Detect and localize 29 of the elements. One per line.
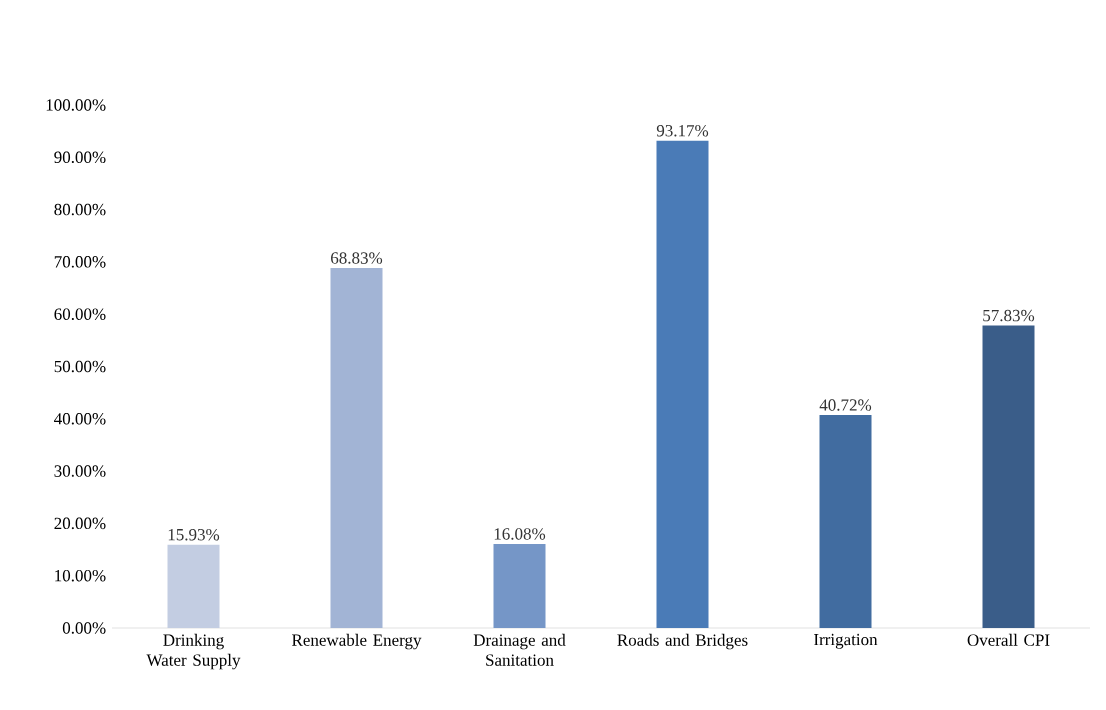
x-tick-label: Renewable Energy [292,633,422,650]
x-tick-label: Roads and Bridges [617,633,748,650]
y-tick-label: 40.00% [54,413,106,425]
bar [656,140,709,628]
x-tick-label: Drainage and Sanitation [473,633,566,666]
y-tick-label: 50.00% [54,360,106,373]
bar [330,268,383,628]
bar [493,543,546,628]
data-label: 68.83% [331,252,383,264]
y-tick-label: 30.00% [54,465,106,477]
data-label: 40.72% [819,399,872,411]
data-label: 15.93% [168,528,220,541]
y-tick-label: 60.00% [54,308,106,320]
bar [167,544,220,628]
y-tick-label: 0.00% [62,622,106,634]
data-label: 57.83% [983,309,1035,322]
y-tick-label: 100.00% [46,99,106,111]
y-tick-label: 20.00% [54,517,106,530]
bar [982,325,1035,628]
y-tick-label: 80.00% [54,203,106,216]
y-tick-label: 70.00% [54,256,106,268]
data-label: 16.08% [494,528,546,540]
y-tick-label: 90.00% [54,151,106,164]
x-tick-label: Overall CPI [967,633,1050,646]
x-tick-label: Drinking Water Supply [146,633,241,670]
x-tick-label: Irrigation [814,633,878,649]
y-tick-label: 10.00% [55,569,106,582]
data-label: 93.17% [656,124,709,137]
bar [819,415,872,628]
